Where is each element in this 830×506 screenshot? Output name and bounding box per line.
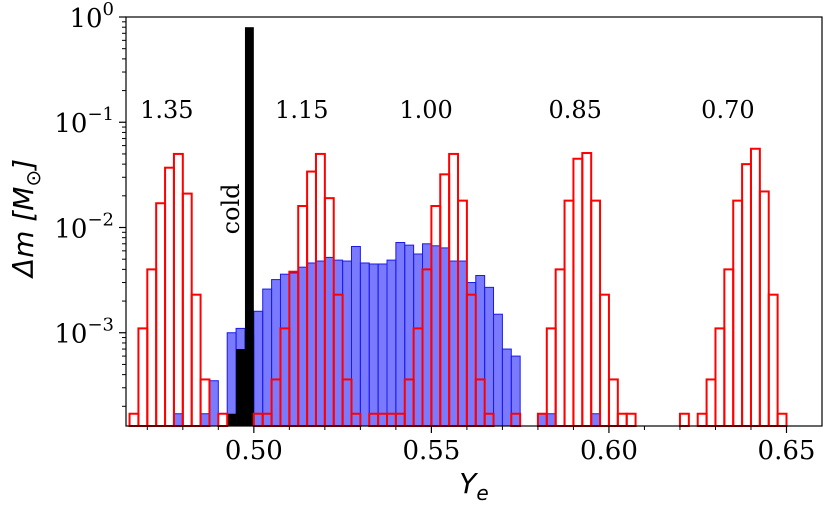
x-tick-label-1: 0.55 [402, 436, 460, 466]
histogram-bar-s0-32 [484, 286, 495, 427]
histogram-bar-s0-17 [350, 245, 361, 427]
y-axis: 100 10−1 10−2 10−3 [54, 0, 126, 407]
histogram-bar-s0-21 [386, 259, 397, 427]
cold-histogram [227, 27, 254, 427]
histogram-bar-s0-35 [510, 355, 521, 427]
histogram-bar-s0-9 [279, 273, 290, 427]
y-tick-label-2: 10−2 [54, 209, 114, 244]
y-axis-title: Δm [M⊙] [7, 159, 45, 279]
y-tick-label-3: 10−3 [54, 315, 114, 350]
x-tick-label-2: 0.60 [580, 436, 638, 466]
histogram-bar-s0-3 [226, 332, 237, 427]
histogram-bar-s0-7 [262, 288, 273, 427]
x-axis: 0.50 0.55 0.60 0.65 [146, 426, 816, 466]
histogram-bar-s0-2 [208, 380, 219, 427]
histogram-bar-s0-38 [590, 413, 601, 427]
histogram-bar-s1-2 [244, 27, 254, 427]
histogram-bar-s0-36 [537, 413, 548, 427]
y-tick-label-1: 10−1 [54, 104, 114, 139]
histogram-bar-s0-14 [324, 256, 335, 427]
histogram-bar-s0-11 [297, 266, 308, 427]
annotation-1: 1.15 [275, 96, 328, 124]
histogram-bar-s0-6 [253, 310, 264, 427]
histogram-bar-s0-25 [422, 243, 432, 427]
histogram-bar-s0-20 [377, 263, 388, 427]
y-tick-label-0: 100 [69, 0, 114, 34]
histogram-bar-s0-33 [493, 313, 503, 427]
histogram-bar-s0-19 [368, 263, 379, 427]
histogram-bar-s0-1 [200, 413, 210, 427]
histogram-bar-s0-8 [271, 279, 281, 427]
histogram-bar-s0-16 [342, 260, 352, 427]
histogram-bar-s0-26 [430, 245, 441, 427]
annotation-4: 0.70 [701, 96, 754, 124]
histogram-bar-s0-37 [546, 413, 557, 427]
histogram-bar-s0-28 [448, 260, 459, 427]
annotation-0: 1.35 [140, 96, 193, 124]
histogram-bar-s0-12 [306, 262, 317, 427]
histogram-bar-s0-13 [315, 260, 326, 427]
histogram-bar-s0-0 [173, 413, 184, 427]
histogram-bar-s0-30 [466, 282, 477, 427]
histogram-bar-s0-24 [413, 253, 424, 427]
plot-frame [125, 16, 823, 427]
histogram-bar-s0-31 [475, 274, 486, 427]
histogram-bar-s0-18 [359, 262, 370, 427]
histogram-bar-s1-1 [236, 349, 245, 426]
annotation-5: cold [217, 183, 245, 234]
x-axis-title: Ye [459, 467, 488, 505]
axes-frame [125, 16, 823, 427]
x-tick-label-0: 0.50 [225, 436, 283, 466]
annotation-2: 1.00 [399, 96, 452, 124]
annotations: 1.35 1.15 1.00 0.85 0.70 cold [140, 96, 754, 235]
histogram-bar-s1-0 [227, 413, 237, 426]
histogram-bar-s0-15 [333, 259, 344, 427]
histogram-bar-s0-34 [501, 348, 512, 427]
annotation-3: 0.85 [548, 96, 601, 124]
histogram-bar-s0-29 [457, 260, 468, 427]
histogram-bar-s0-10 [288, 272, 299, 427]
histogram-bar-s0-22 [395, 242, 406, 427]
x-tick-label-3: 0.65 [758, 436, 816, 466]
histogram-bar-s0-23 [404, 244, 415, 427]
histogram-bar-s0-27 [439, 247, 450, 427]
